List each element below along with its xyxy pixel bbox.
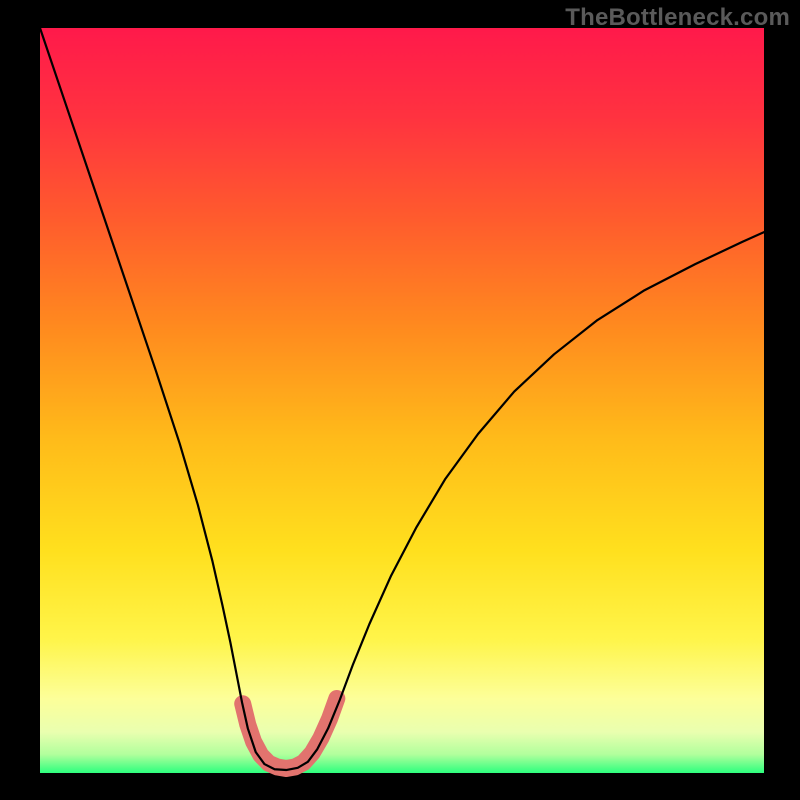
gradient-background: [40, 28, 764, 773]
chart-frame: TheBottleneck.com: [0, 0, 800, 800]
watermark-text: TheBottleneck.com: [565, 4, 790, 32]
